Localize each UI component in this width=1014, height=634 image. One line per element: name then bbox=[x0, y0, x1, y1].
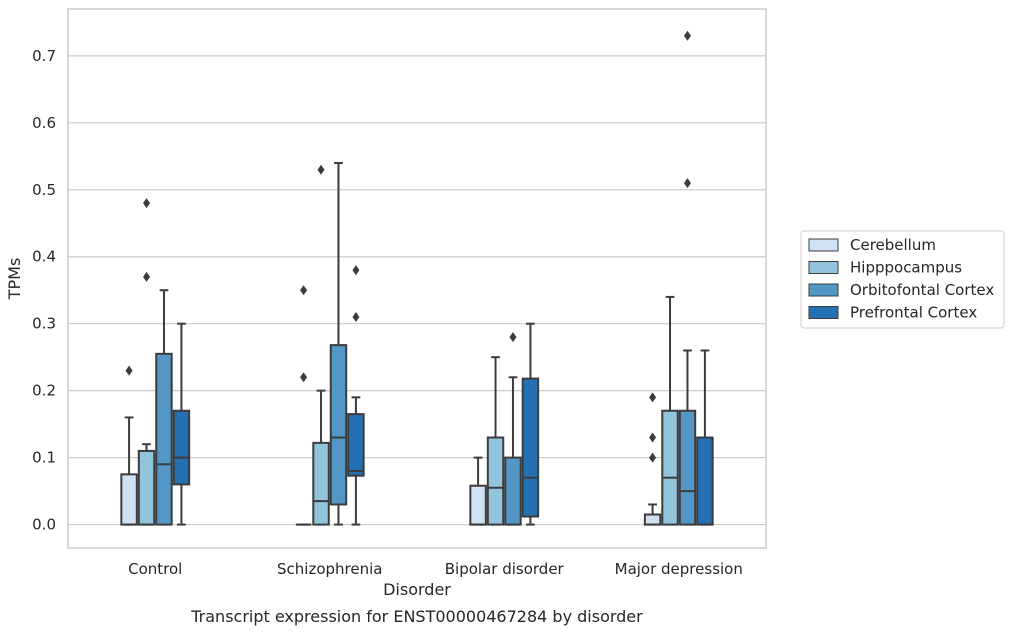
box-plot-groups bbox=[120, 30, 714, 526]
box-0-1 bbox=[137, 198, 156, 526]
legend-swatch bbox=[808, 261, 839, 274]
legend-item: Orbitofontal Cortex bbox=[808, 281, 994, 299]
legend-swatch bbox=[808, 306, 839, 319]
outlier-point bbox=[143, 271, 151, 282]
legend-label: Orbitofontal Cortex bbox=[850, 281, 994, 299]
y-tick-label: 0.3 bbox=[32, 315, 56, 333]
box-iqr bbox=[696, 436, 714, 526]
box-iqr bbox=[486, 436, 505, 526]
legend-label: Prefrontal Cortex bbox=[850, 304, 977, 322]
outlier-point bbox=[300, 285, 308, 296]
legend: Cerebellum Hipppocampus Orbitofontal Corte… bbox=[800, 230, 1005, 329]
outlier-point bbox=[649, 392, 657, 403]
x-tick-label: Schizophrenia bbox=[277, 560, 382, 578]
legend-frame bbox=[800, 230, 1005, 329]
outlier-point bbox=[509, 332, 517, 343]
outlier-point bbox=[352, 265, 360, 276]
box-0-3 bbox=[172, 322, 191, 526]
outlier-point bbox=[649, 432, 657, 443]
outlier-point bbox=[125, 365, 133, 376]
box-2-3 bbox=[521, 322, 540, 526]
box-iqr bbox=[521, 377, 540, 518]
x-tick-label: Bipolar disorder bbox=[445, 560, 565, 578]
y-tick-label: 0.4 bbox=[32, 248, 56, 266]
y-tick-label: 0.2 bbox=[32, 382, 56, 400]
box-3-2 bbox=[678, 30, 697, 526]
legend-item: Prefrontal Cortex bbox=[808, 304, 977, 322]
box-iqr bbox=[347, 413, 365, 477]
box-iqr bbox=[678, 409, 697, 526]
box-1-1 bbox=[312, 164, 330, 526]
legend-label: Cerebellum bbox=[850, 236, 936, 254]
box-iqr bbox=[155, 352, 173, 526]
y-axis-ticks: 0.0 0.1 0.2 0.3 0.4 0.5 0.6 0.7 bbox=[32, 47, 56, 534]
outlier-point bbox=[300, 372, 308, 383]
box-0-0 bbox=[120, 365, 138, 526]
x-tick-label: Control bbox=[128, 560, 182, 578]
x-axis-title: Disorder bbox=[383, 580, 451, 599]
outlier-point bbox=[683, 178, 691, 189]
y-axis-title: TPMs bbox=[5, 258, 24, 301]
outlier-point bbox=[352, 312, 360, 322]
legend-label: Hipppocampus bbox=[850, 259, 962, 277]
box-iqr bbox=[329, 344, 348, 506]
box-0-2 bbox=[155, 289, 173, 526]
legend-swatch bbox=[808, 238, 839, 252]
box-iqr bbox=[661, 409, 679, 526]
y-tick-label: 0.7 bbox=[32, 47, 56, 65]
box-iqr bbox=[137, 449, 156, 526]
chart-caption: Transcript expression for ENST0000046728… bbox=[190, 607, 643, 626]
plot-area-frame bbox=[67, 8, 767, 549]
outlier-point bbox=[649, 452, 657, 463]
box-1-2 bbox=[329, 162, 348, 526]
legend-item: Hipppocampus bbox=[808, 259, 962, 277]
box-3-0 bbox=[643, 392, 662, 526]
box-iqr bbox=[643, 513, 662, 526]
outlier-point bbox=[683, 30, 691, 41]
legend-item: Cerebellum bbox=[808, 236, 936, 254]
x-tick-label: Major depression bbox=[615, 560, 743, 578]
y-tick-label: 0.5 bbox=[32, 181, 56, 199]
box-1-0 bbox=[295, 285, 312, 526]
box-iqr bbox=[312, 441, 330, 526]
box-1-3 bbox=[347, 265, 365, 526]
box-iqr bbox=[504, 456, 522, 526]
box-3-1 bbox=[661, 295, 679, 526]
x-axis-ticks: Control Schizophrenia Bipolar disorder Majo… bbox=[128, 560, 743, 578]
y-tick-label: 0.6 bbox=[32, 114, 56, 132]
box-3-3 bbox=[696, 349, 714, 526]
box-2-0 bbox=[469, 456, 487, 526]
y-tick-label: 0.1 bbox=[32, 449, 56, 467]
outlier-point bbox=[143, 198, 151, 209]
y-tick-label: 0.0 bbox=[32, 516, 56, 534]
legend-swatch bbox=[808, 283, 839, 297]
box-2-2 bbox=[504, 332, 522, 526]
box-2-1 bbox=[486, 356, 505, 526]
outlier-point bbox=[317, 164, 325, 175]
box-iqr bbox=[469, 484, 487, 526]
box-iqr bbox=[172, 409, 191, 486]
box-iqr bbox=[120, 473, 138, 526]
